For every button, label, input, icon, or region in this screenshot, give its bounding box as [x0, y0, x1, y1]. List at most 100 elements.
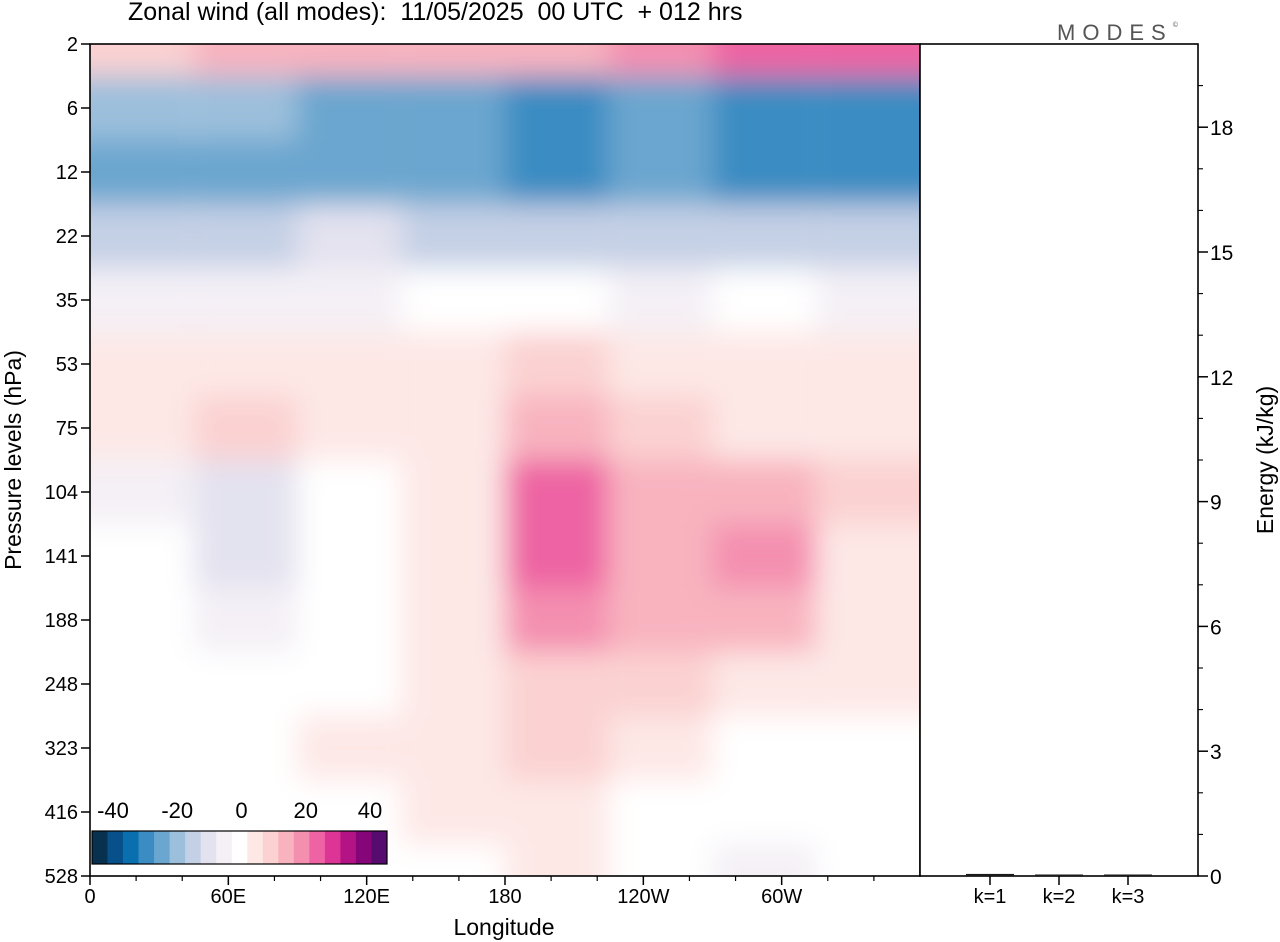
heatmap-cell [608, 332, 713, 397]
heatmap-cell [193, 652, 298, 717]
energy-y-tick-label: 0 [1210, 866, 1222, 889]
colorbar-swatch [138, 831, 155, 864]
y-tick-label: 323 [45, 738, 78, 760]
colorbar-swatch [123, 831, 139, 864]
heatmap-cell [297, 268, 402, 333]
colorbar: -40 -20 0 20 40 [91, 798, 388, 865]
heatmap-cell [608, 204, 713, 269]
heatmap-cell [608, 844, 713, 876]
heatmap-cell [505, 44, 609, 77]
heatmap-cell [505, 396, 609, 461]
heatmap-cell [712, 396, 817, 461]
heatmap-cell [505, 780, 609, 845]
heatmap-cell [193, 588, 298, 653]
heatmap-cell [505, 204, 609, 269]
heatmap-cell [608, 716, 713, 781]
heatmap-cell [816, 780, 920, 845]
heatmap-cell [816, 844, 920, 876]
heatmap-cell [712, 524, 817, 589]
energy-axis-label: Energy (kJ/kg) [1252, 386, 1278, 534]
modes-logo: MODES© [1057, 20, 1178, 46]
energy-x-tick-label: k=2 [1043, 886, 1076, 908]
heatmap-cell [401, 652, 505, 717]
heatmap-cell [505, 716, 609, 781]
logo-copyright-mark: © [1172, 22, 1178, 29]
colorbar-tick-label: -20 [161, 798, 193, 823]
heatmap-cell [505, 524, 609, 589]
colorbar-tick-label: 40 [358, 798, 382, 823]
y-tick-label: 188 [45, 610, 78, 632]
heatmap-cell [505, 460, 609, 525]
heatmap-cell [401, 268, 505, 333]
heatmap-cell [90, 332, 194, 397]
heatmap-cell [90, 524, 194, 589]
heatmap-cell [816, 76, 920, 141]
y-tick-label: 248 [45, 674, 78, 696]
heatmap-cell [816, 44, 920, 77]
heatmap-cell [608, 44, 713, 77]
heatmap-cell [816, 460, 920, 525]
energy-plot-frame [919, 43, 1199, 877]
heatmap-cell [712, 844, 817, 876]
heatmap-cell [401, 716, 505, 781]
heatmap-cell [297, 76, 402, 141]
colorbar-frame [91, 830, 388, 865]
y-tick-label: 2 [67, 34, 78, 56]
heatmap-cell [193, 396, 298, 461]
heatmap-cell [505, 332, 609, 397]
heatmap-cell [90, 204, 194, 269]
y-tick-label: 104 [45, 482, 78, 504]
plot-axes: 2 6 12 22 35 53 75 104 141 188 248 323 416 528 0 60E 120… [0, 34, 921, 940]
heatmap-cell [608, 524, 713, 589]
heatmap-cell [297, 396, 402, 461]
heatmap-cell [401, 76, 505, 141]
heatmap-cell [608, 76, 713, 141]
energy-y-tick-label: 18 [1210, 117, 1233, 140]
colorbar-tick-label: 0 [235, 798, 247, 823]
x-tick-label: 60W [761, 886, 802, 908]
y-tick-label: 22 [56, 226, 78, 248]
heatmap-cell [816, 588, 920, 653]
heatmap-cell [193, 716, 298, 781]
heatmap-cell [90, 268, 194, 333]
heatmap-cell [712, 204, 817, 269]
heatmap-cell [608, 396, 713, 461]
heatmap-cell [401, 460, 505, 525]
colorbar-swatch [154, 831, 170, 864]
energy-bar [1104, 874, 1152, 876]
heatmap-cell [816, 716, 920, 781]
heatmap-cell [401, 332, 505, 397]
heatmap-cell [505, 844, 609, 876]
logo-text: MODES [1057, 20, 1173, 45]
energy-x-tick-label: k=3 [1112, 886, 1145, 908]
heatmap-cell [712, 652, 817, 717]
heatmap-cell [505, 140, 609, 205]
heatmap-cell [90, 140, 194, 205]
heatmap-cell [193, 140, 298, 205]
heatmap-cell [505, 588, 609, 653]
y-tick-label: 528 [45, 866, 78, 888]
heatmap-cell [297, 204, 402, 269]
x-tick-label: 60E [211, 886, 247, 908]
energy-panel: 0 3 6 9 12 15 18 k=1 k=2 k=3 Energy (kJ/kg) [919, 43, 1278, 908]
heatmap-cell [712, 460, 817, 525]
x-tick-label: 0 [84, 886, 95, 908]
heatmap-cell [297, 460, 402, 525]
heatmap-cell [608, 140, 713, 205]
heatmap-cell [193, 460, 298, 525]
x-tick-label: 180 [488, 886, 521, 908]
heatmap-cell [505, 76, 609, 141]
colorbar-swatch [340, 831, 357, 864]
y-tick-label: 416 [45, 802, 78, 824]
heatmap-cell [401, 44, 505, 77]
heatmap-cell [193, 332, 298, 397]
heatmap-cell [297, 140, 402, 205]
heatmap-cell [297, 652, 402, 717]
heatmap-cell [505, 268, 609, 333]
y-tick-label: 35 [56, 290, 78, 312]
energy-y-tick-label: 15 [1210, 242, 1233, 265]
colorbar-swatch [200, 831, 217, 864]
heatmap-cell [816, 524, 920, 589]
heatmap-cell [401, 844, 505, 876]
heatmap-cell [401, 396, 505, 461]
